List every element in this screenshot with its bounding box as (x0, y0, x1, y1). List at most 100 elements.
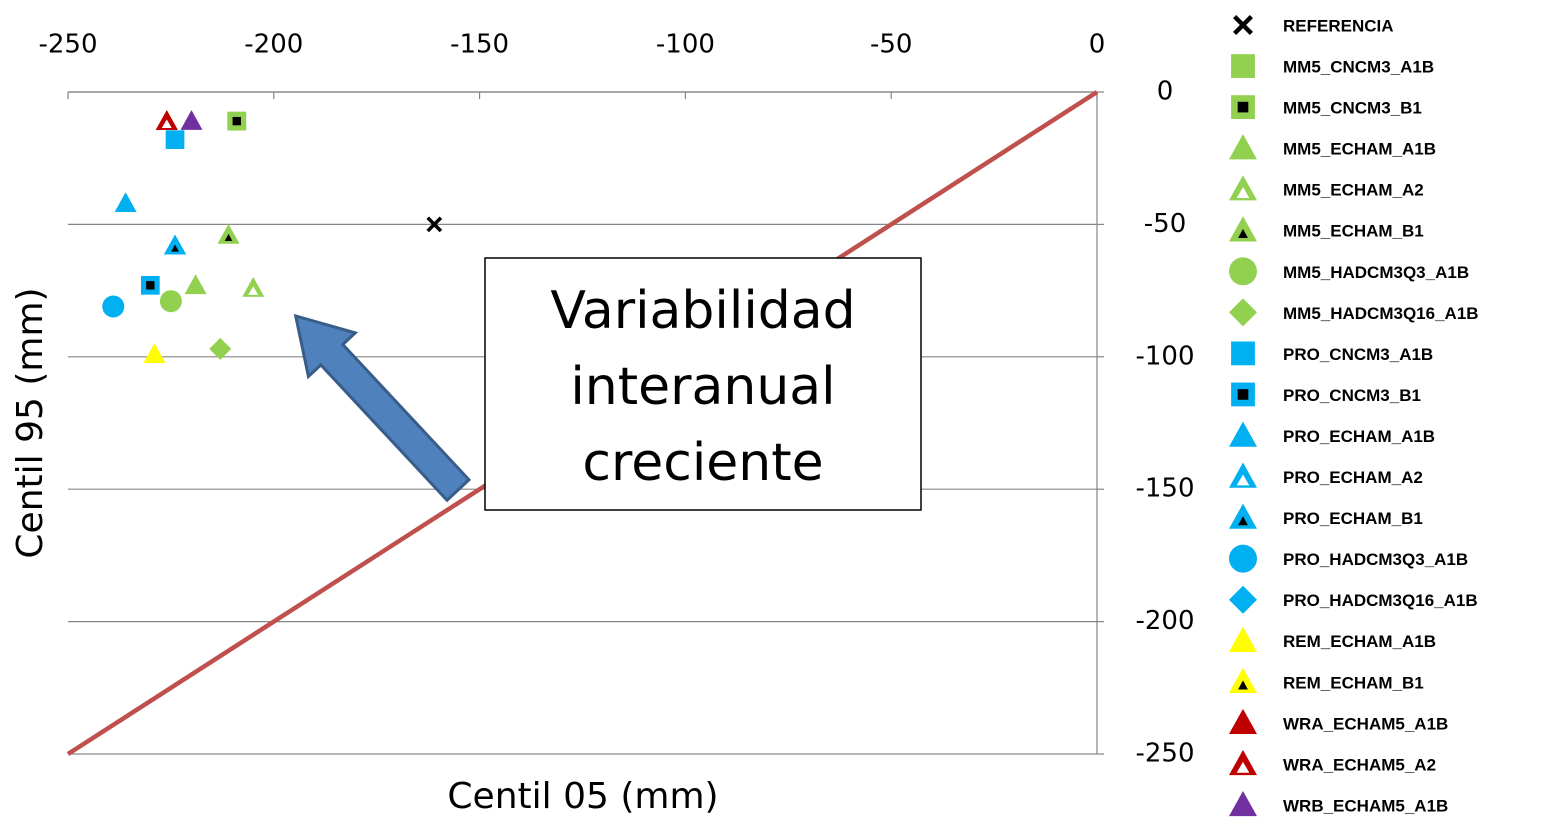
legend-label: PRO_ECHAM_A2 (1283, 468, 1423, 487)
marker-square (1231, 54, 1255, 78)
y-tick-label: 0 (1157, 77, 1174, 107)
data-point (114, 192, 137, 213)
marker-inner (1237, 389, 1249, 400)
legend-label: MM5_HADCM3Q3_A1B (1283, 263, 1469, 282)
legend-label: REM_ECHAM_B1 (1283, 673, 1424, 692)
legend-label: MM5_CNCM3_B1 (1283, 99, 1422, 118)
legend-marker (1229, 257, 1257, 286)
legend-marker (1229, 667, 1257, 693)
marker-triangle (114, 192, 137, 213)
marker-diamond (102, 295, 125, 318)
marker-circle (1229, 544, 1257, 573)
legend-marker (1229, 462, 1257, 488)
data-point (242, 276, 265, 297)
marker-circle (159, 290, 182, 313)
data-point (180, 110, 203, 130)
legend-marker (1233, 15, 1253, 35)
y-tick-label: -150 (1135, 474, 1194, 504)
legend-label: PRO_CNCM3_A1B (1283, 345, 1433, 364)
marker-triangle (180, 110, 203, 130)
marker-triangle (143, 343, 166, 363)
y-tick-label: -50 (1144, 209, 1186, 239)
y-tick-label: -250 (1135, 739, 1194, 769)
legend-marker (1229, 708, 1257, 735)
legend-marker (1229, 134, 1257, 160)
annotation-line: interanual (570, 357, 835, 417)
data-point (140, 275, 160, 295)
legend-marker (1229, 749, 1257, 776)
x-tick-label: -250 (38, 30, 97, 60)
marker-triangle (184, 274, 207, 295)
marker-triangle (1229, 708, 1257, 735)
legend-marker (1229, 421, 1257, 447)
data-point (426, 216, 443, 233)
legend: REFERENCIA MM5_CNCM3_A1B MM5_CNCM3_B1 MM5_E… (1229, 15, 1479, 817)
data-point (165, 130, 185, 150)
legend-marker (1229, 585, 1257, 614)
marker-x (426, 216, 443, 233)
legend-marker (1229, 503, 1257, 529)
plot-area (66, 90, 1104, 756)
marker-inner (161, 119, 172, 129)
legend-label: REFERENCIA (1283, 16, 1394, 35)
data-point (143, 343, 166, 363)
legend-marker (1229, 626, 1257, 652)
marker-inner (232, 116, 241, 126)
marker-square (165, 130, 185, 150)
marker-inner (224, 233, 233, 242)
legend-label: MM5_HADCM3Q16_A1B (1283, 304, 1479, 323)
legend-marker (1229, 175, 1257, 201)
marker-triangle (1229, 790, 1257, 817)
legend-label: PRO_ECHAM_B1 (1283, 509, 1423, 528)
marker-triangle (1229, 134, 1257, 160)
marker-diamond (1229, 298, 1257, 327)
legend-marker (1231, 341, 1255, 366)
marker-inner (1236, 474, 1250, 486)
legend-label: WRA_ECHAM5_A1B (1283, 714, 1448, 733)
marker-inner (248, 286, 259, 295)
y-tick-label: -200 (1135, 606, 1194, 636)
marker-inner (1237, 101, 1249, 113)
x-tick-label: -200 (244, 30, 303, 60)
data-point (227, 111, 247, 131)
legend-label: MM5_ECHAM_A2 (1283, 181, 1424, 200)
legend-label: PRO_HADCM3Q16_A1B (1283, 591, 1478, 610)
legend-marker (1229, 298, 1257, 327)
annotation-line: creciente (582, 433, 823, 493)
x-tick-label: 0 (1089, 30, 1106, 60)
legend-label: PRO_ECHAM_A1B (1283, 427, 1435, 446)
y-axis-title: Centil 95 (mm) (10, 287, 51, 558)
legend-label: MM5_ECHAM_A1B (1283, 140, 1436, 159)
marker-diamond (209, 337, 232, 360)
x-tick-label: -50 (870, 30, 912, 60)
x-tick-label: -100 (656, 30, 715, 60)
legend-label: REM_ECHAM_A1B (1283, 632, 1436, 651)
legend-marker (1231, 54, 1255, 78)
legend-label: MM5_ECHAM_B1 (1283, 222, 1424, 241)
legend-label: PRO_HADCM3Q3_A1B (1283, 550, 1468, 569)
legend-marker (1231, 382, 1255, 407)
y-tick-label: -100 (1135, 341, 1194, 371)
marker-inner (171, 244, 179, 252)
x-axis-title: Centil 05 (mm) (447, 776, 718, 817)
marker-circle (1229, 257, 1257, 286)
data-point (164, 234, 187, 255)
data-point (217, 223, 240, 244)
marker-x (1233, 15, 1253, 35)
legend-label: PRO_CNCM3_B1 (1283, 386, 1421, 405)
marker-inner (1236, 187, 1250, 199)
arrow (293, 313, 472, 503)
legend-marker (1229, 216, 1257, 242)
legend-label: WRB_ECHAM5_A1B (1283, 796, 1448, 815)
marker-diamond (1229, 585, 1257, 614)
legend-label: MM5_CNCM3_A1B (1283, 58, 1434, 77)
legend-marker (1229, 544, 1257, 573)
legend-label: WRA_ECHAM5_A2 (1283, 755, 1436, 774)
annotation-line: Variabilidad (550, 281, 855, 341)
data-point (159, 290, 182, 313)
legend-marker (1231, 95, 1255, 119)
marker-inner (1238, 680, 1248, 690)
x-tick-label: -150 (450, 30, 509, 60)
data-point (102, 295, 125, 318)
